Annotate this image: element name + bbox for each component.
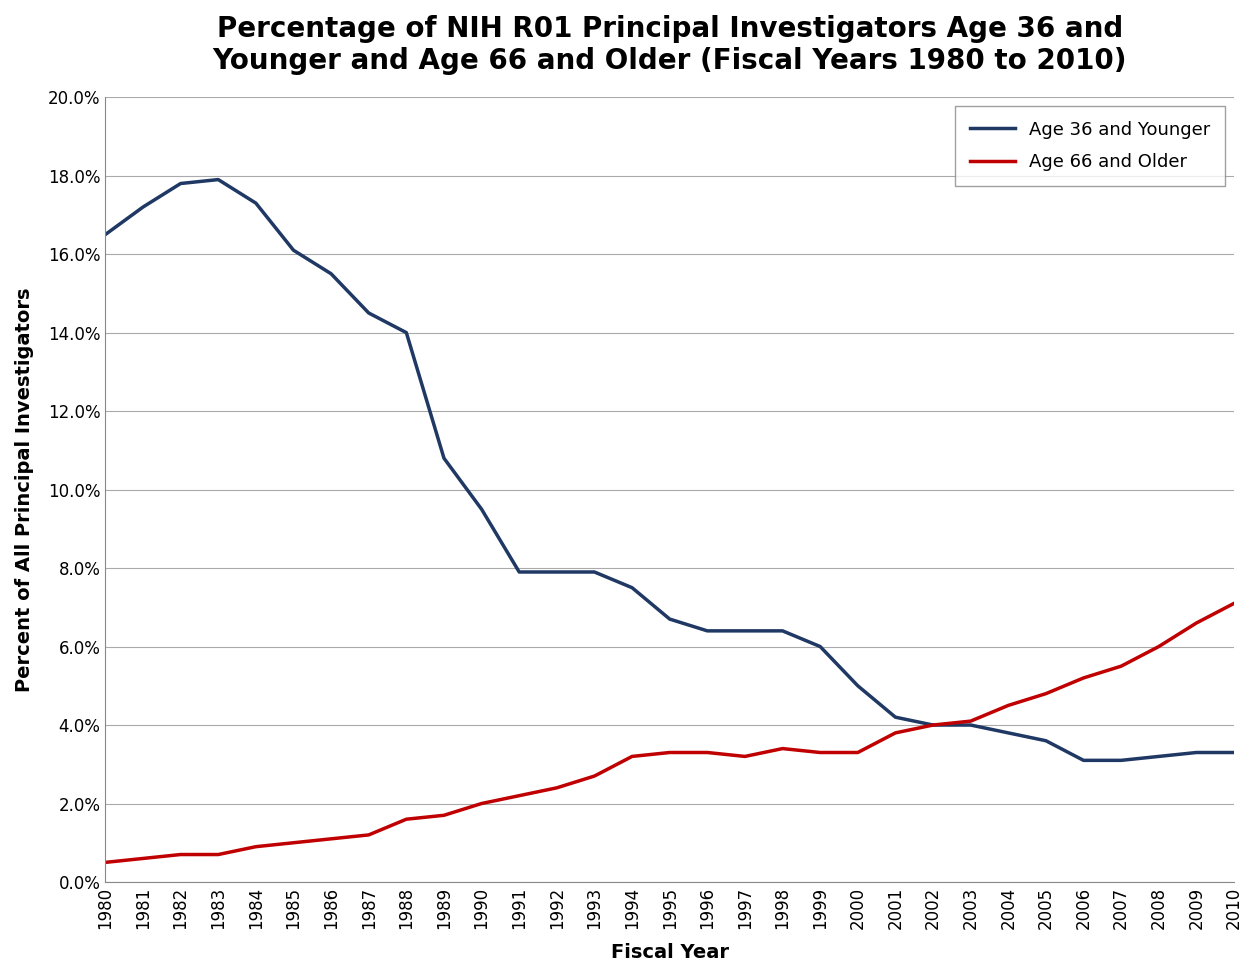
Age 66 and Older xyxy=(210,849,225,861)
Age 66 and Older xyxy=(437,809,452,821)
Age 66 and Older xyxy=(361,829,376,841)
Age 36 and Younger xyxy=(662,614,677,625)
Age 36 and Younger xyxy=(286,244,301,256)
Age 36 and Younger xyxy=(1076,754,1091,766)
Age 66 and Older xyxy=(1189,617,1204,629)
Age 36 and Younger xyxy=(813,641,828,653)
Age 36 and Younger xyxy=(737,625,752,637)
Age 66 and Older xyxy=(662,746,677,758)
Age 36 and Younger xyxy=(850,680,866,692)
Age 36 and Younger xyxy=(1151,750,1166,762)
Age 66 and Older xyxy=(1151,641,1166,653)
Age 66 and Older xyxy=(699,746,715,758)
Age 36 and Younger xyxy=(512,566,527,577)
Age 66 and Older xyxy=(136,853,151,865)
Age 36 and Younger xyxy=(624,582,639,594)
Y-axis label: Percent of All Principal Investigators: Percent of All Principal Investigators xyxy=(15,287,34,692)
Age 66 and Older xyxy=(737,750,752,762)
Age 66 and Older xyxy=(813,746,828,758)
Age 66 and Older xyxy=(888,727,903,739)
Age 36 and Younger xyxy=(361,307,376,319)
Age 66 and Older xyxy=(512,789,527,801)
Age 36 and Younger xyxy=(399,326,414,338)
Age 66 and Older xyxy=(98,857,113,869)
Age 36 and Younger xyxy=(136,201,151,213)
Age 66 and Older xyxy=(399,813,414,825)
Age 66 and Older xyxy=(587,770,603,782)
Age 66 and Older xyxy=(1038,688,1053,700)
Title: Percentage of NIH R01 Principal Investigators Age 36 and
Younger and Age 66 and : Percentage of NIH R01 Principal Investig… xyxy=(213,15,1127,75)
Age 36 and Younger xyxy=(1000,727,1015,739)
Age 66 and Older xyxy=(248,841,263,853)
Age 66 and Older xyxy=(775,743,790,754)
Age 66 and Older xyxy=(474,797,489,809)
Age 36 and Younger xyxy=(550,566,565,577)
Age 66 and Older xyxy=(926,719,941,731)
Age 36 and Younger xyxy=(1227,746,1242,758)
Age 66 and Older xyxy=(1076,672,1091,684)
Age 66 and Older xyxy=(1227,598,1242,610)
X-axis label: Fiscal Year: Fiscal Year xyxy=(610,943,728,962)
Age 36 and Younger xyxy=(474,503,489,515)
Age 36 and Younger xyxy=(775,625,790,637)
Age 36 and Younger xyxy=(1113,754,1128,766)
Age 36 and Younger xyxy=(437,452,452,464)
Age 66 and Older xyxy=(323,833,338,845)
Age 36 and Younger xyxy=(964,719,979,731)
Age 66 and Older xyxy=(964,715,979,727)
Age 36 and Younger xyxy=(210,174,225,186)
Age 36 and Younger xyxy=(699,625,715,637)
Age 66 and Older xyxy=(624,750,639,762)
Age 66 and Older xyxy=(174,849,189,861)
Line: Age 36 and Younger: Age 36 and Younger xyxy=(106,180,1234,760)
Age 66 and Older xyxy=(1113,660,1128,672)
Age 36 and Younger xyxy=(926,719,941,731)
Line: Age 66 and Older: Age 66 and Older xyxy=(106,604,1234,863)
Age 36 and Younger xyxy=(888,711,903,723)
Age 36 and Younger xyxy=(1189,746,1204,758)
Age 66 and Older xyxy=(550,782,565,793)
Age 36 and Younger xyxy=(98,229,113,240)
Age 36 and Younger xyxy=(323,268,338,279)
Age 36 and Younger xyxy=(587,566,603,577)
Age 36 and Younger xyxy=(174,178,189,190)
Age 36 and Younger xyxy=(1038,735,1053,746)
Age 66 and Older xyxy=(850,746,866,758)
Age 66 and Older xyxy=(286,837,301,849)
Legend: Age 36 and Younger, Age 66 and Older: Age 36 and Younger, Age 66 and Older xyxy=(955,106,1225,186)
Age 36 and Younger xyxy=(248,197,263,209)
Age 66 and Older xyxy=(1000,700,1015,711)
